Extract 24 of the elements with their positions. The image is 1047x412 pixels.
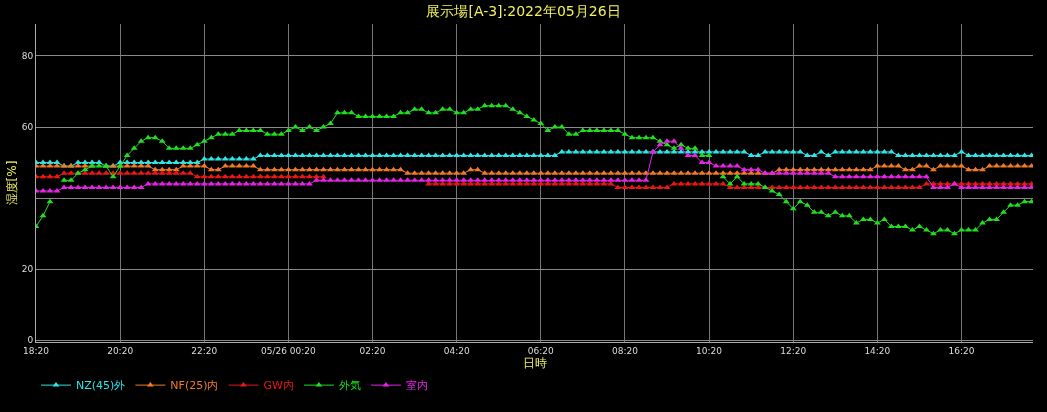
y-tick-label: 20 [21,264,34,275]
y-axis-title: 湿度[%] [5,160,20,206]
y-tick-label: 60 [21,122,34,133]
y-tick-label: 0 [27,335,34,346]
x-tick-label: 04:20 [443,345,470,356]
x-axis-title: 日時 [522,355,547,370]
legend-label: 室内 [405,379,428,393]
legend-label: GW内 [263,379,294,393]
legend-label: NZ(45)外 [76,379,126,393]
x-tick-label: 16:20 [948,345,975,356]
legend-label: 外気 [338,379,361,393]
x-tick-label: 12:20 [780,345,807,356]
chart-title: 展示場[A-3]:2022年05月26日 [426,2,621,19]
y-tick-label: 80 [21,51,34,62]
x-tick-label: 14:20 [864,345,891,356]
x-tick-label: 22:20 [191,345,218,356]
x-tick-label: 06:20 [527,345,555,356]
x-tick-label: 10:20 [696,345,723,356]
x-tick-label: 18:20 [23,345,50,356]
x-tick-label: 05/26 00:20 [261,345,317,356]
x-tick-label: 08:20 [611,345,639,356]
x-tick-label: 02:20 [359,345,386,356]
legend-label: NF(25)内 [170,379,219,393]
x-tick-label: 20:20 [107,345,134,356]
